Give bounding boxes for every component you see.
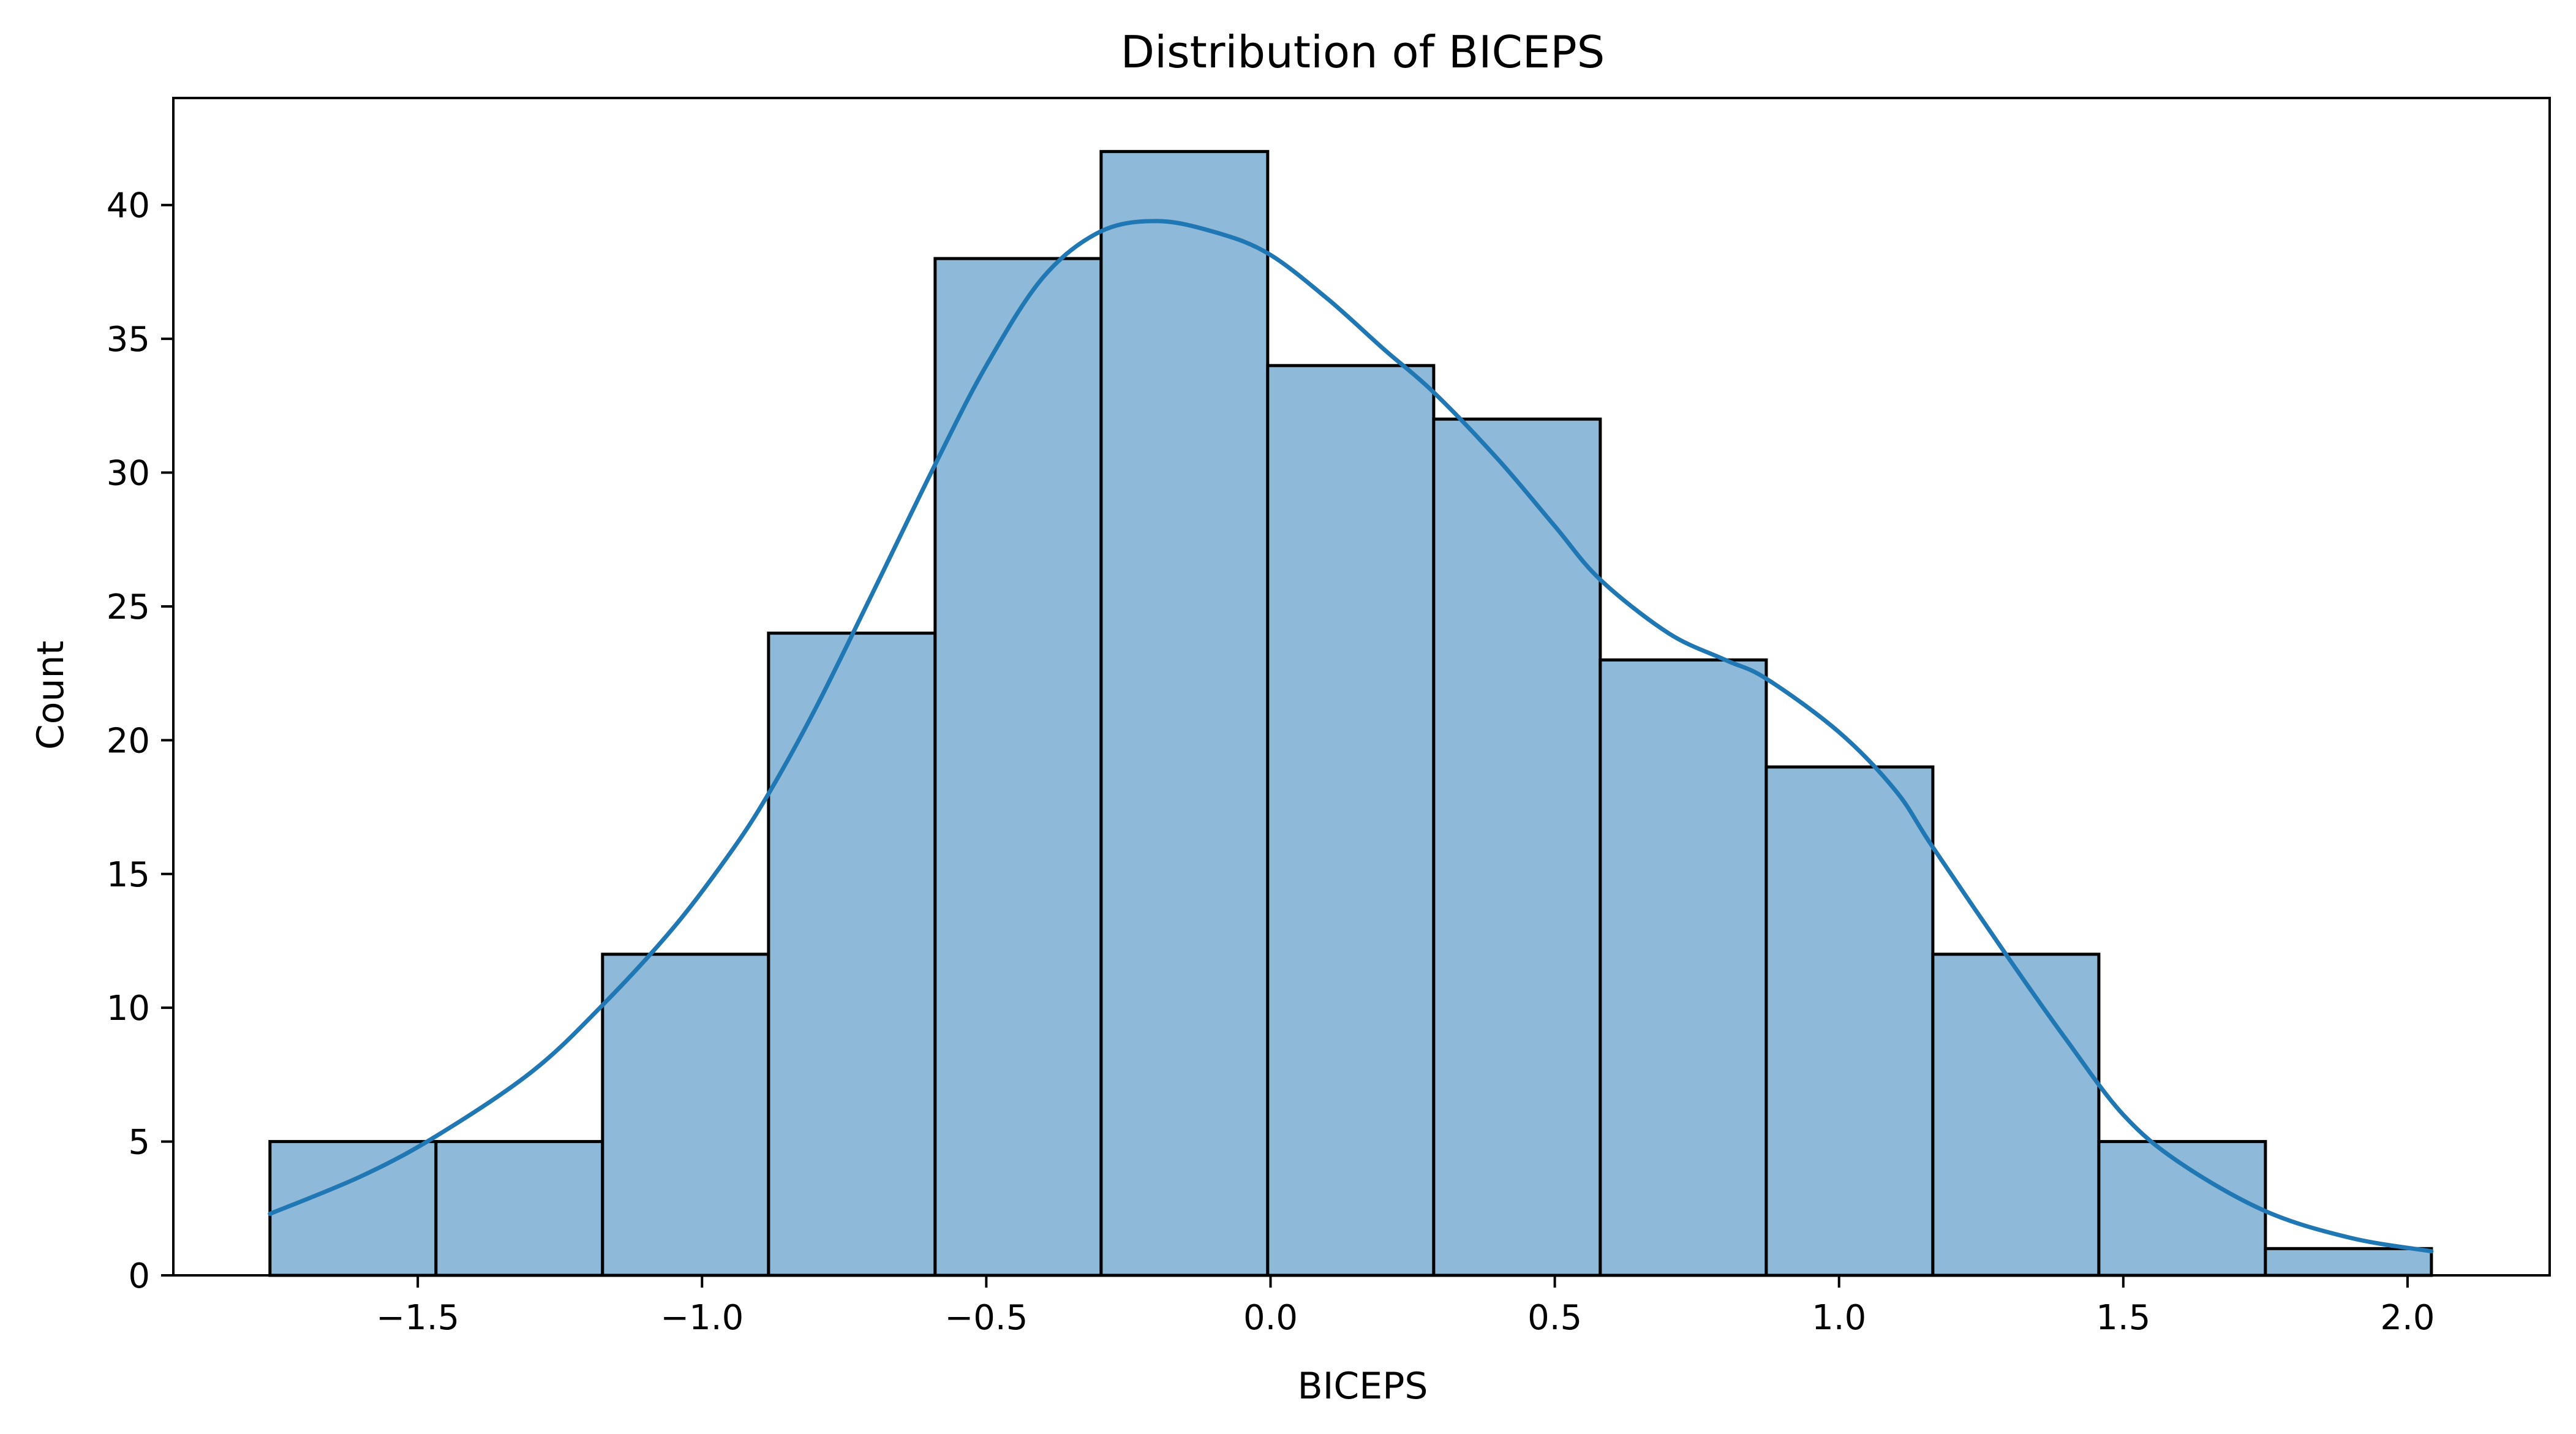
chart-title: Distribution of BICEPS	[1121, 26, 1605, 78]
y-axis-title: Count	[29, 641, 72, 750]
x-tick-label: 0.0	[1243, 1298, 1298, 1338]
y-tick-label: 30	[107, 454, 150, 494]
x-tick-label: 2.0	[2380, 1298, 2435, 1338]
axes-layer: −1.5 −1.0 −0.5 0.0 0.5 1.0 1.5 2.0 0 5 10 15 20 25 30 3…	[107, 97, 2551, 1338]
y-tick-label: 35	[107, 320, 150, 360]
y-tick-label: 10	[107, 989, 150, 1028]
x-tick-label: 0.5	[1527, 1298, 1582, 1338]
x-tick-label: 1.0	[1812, 1298, 1866, 1338]
x-tick-label: 1.5	[2096, 1298, 2150, 1338]
kde-layer	[268, 219, 2434, 1254]
x-tick-label: −1.5	[376, 1298, 459, 1338]
histogram-bar	[1931, 953, 2101, 1277]
histogram-bar	[1599, 658, 1768, 1277]
y-tick-label: 0	[128, 1256, 150, 1296]
histogram-bar	[1266, 364, 1436, 1277]
histogram-bar	[434, 1140, 604, 1277]
histogram-bar	[268, 1140, 438, 1277]
y-tick-label: 5	[128, 1123, 150, 1163]
kde-curve	[268, 219, 2434, 1254]
x-tick-label: −1.0	[660, 1298, 744, 1338]
bars-layer	[268, 149, 2433, 1277]
histogram-bar	[1764, 765, 1935, 1277]
histogram-bar	[2097, 1140, 2267, 1277]
x-tick-label: −0.5	[944, 1298, 1028, 1338]
histogram-bar	[1432, 417, 1602, 1277]
y-tick-label: 15	[107, 855, 150, 895]
histogram-bar	[1099, 149, 1270, 1277]
histogram-bar	[2264, 1247, 2433, 1277]
plot-frame	[172, 97, 2551, 1277]
y-tick-label: 40	[107, 186, 150, 226]
histogram-bar	[601, 953, 770, 1277]
x-axis-title: BICEPS	[1298, 1365, 1428, 1408]
histogram-bar	[767, 632, 937, 1277]
y-tick-label: 20	[107, 721, 150, 761]
y-tick-label: 25	[107, 587, 150, 627]
